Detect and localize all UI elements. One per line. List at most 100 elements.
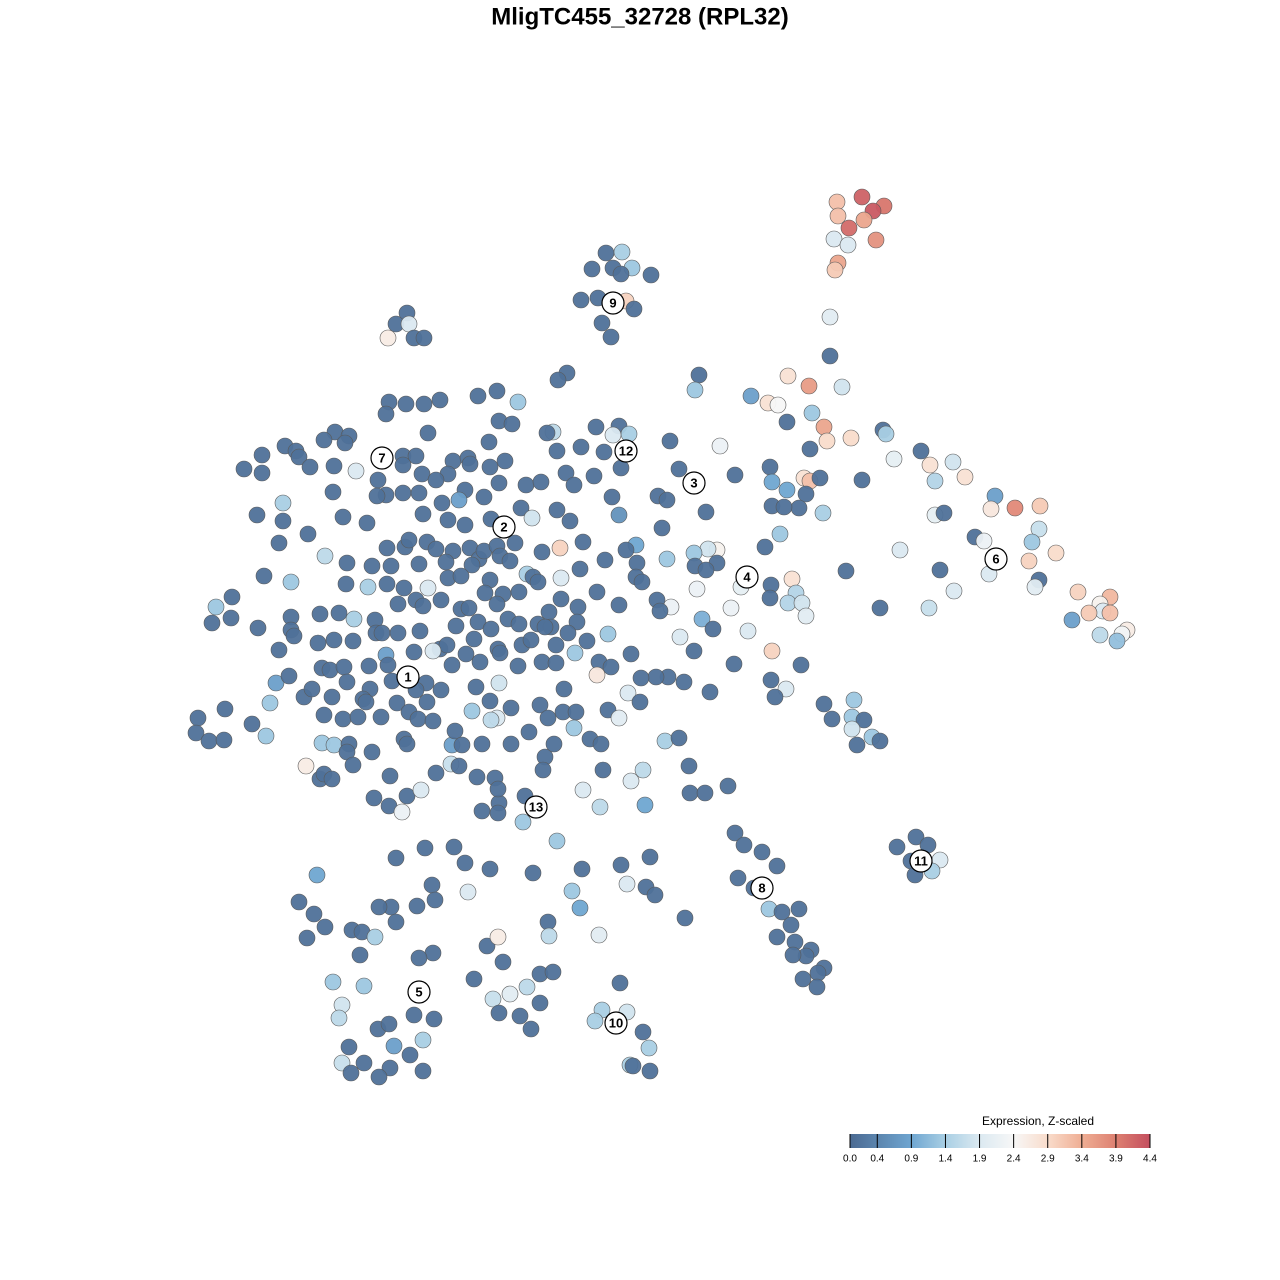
cell-point [571,899,589,917]
cell-point [414,597,432,615]
cell-point [540,603,558,621]
cluster-badge [984,547,1008,571]
cell-point [407,447,425,465]
cell-point [321,661,339,679]
cell-point [778,481,796,499]
cell-point [461,455,479,473]
cell-point [790,499,808,517]
cell-point [447,617,465,635]
cell-point [412,781,430,799]
cell-point [432,591,450,609]
cluster-badge [524,795,548,819]
cell-point [726,824,744,842]
cell-point [686,381,704,399]
cell-point [593,314,611,332]
cell-point [410,949,428,967]
cell-point [610,596,628,614]
cell-point [514,813,532,831]
cell-point [415,329,433,347]
colorbar-tick-label: 0.9 [904,1154,918,1165]
cell-point [459,883,477,901]
cell-point [661,432,679,450]
cell-point [373,624,391,642]
cell-point [675,673,693,691]
cell-point [602,658,620,676]
cell-point [450,491,468,509]
cluster-badge [750,876,774,900]
cell-point [761,589,779,607]
cell-point [634,761,652,779]
cluster-badge [682,471,706,495]
cell-point [552,590,570,608]
cell-point [257,727,275,745]
cell-point [248,506,266,524]
cell-point [572,291,590,309]
cell-point [414,1031,432,1049]
cell-point [491,644,509,662]
cell-point [323,688,341,706]
cell-point [548,442,566,460]
cell-point [385,1037,403,1055]
cell-point [452,567,470,585]
points-layer [187,188,1136,1086]
cell-point [539,913,557,931]
cluster-badge [735,565,759,589]
cell-point [647,668,665,686]
cell-point [372,708,390,726]
cell-point [622,772,640,790]
cell-point [825,230,843,248]
cell-point [388,694,406,712]
cell-point [620,425,638,443]
colorbar-tick-label: 2.9 [1041,1154,1055,1165]
cell-point [377,405,395,423]
cell-point [365,789,383,807]
cell-point [1023,533,1041,551]
cell-point [753,843,771,861]
cell-point [323,770,341,788]
cell-point [524,864,542,882]
cell-point [480,433,498,451]
cell-point [871,732,889,750]
cell-point [473,802,491,820]
cell-point [344,756,362,774]
cell-point [488,382,506,400]
cell-point [437,553,455,571]
cell-point [837,562,855,580]
cell-point [503,415,521,433]
cell-point [701,683,719,701]
colorbar: 0.0 0.4 0.9 1.4 1.9 2.4 2.9 3.4 3.9 4.4 [843,1134,1157,1165]
cell-point [469,387,487,405]
cell-point [842,429,860,447]
cell-point [463,556,481,574]
cell-point [490,1004,508,1022]
cell-point [685,642,703,660]
cell-point [907,828,925,846]
cell-point [426,891,444,909]
cell-point [359,578,377,596]
cell-point [456,854,474,872]
cell-point [612,856,630,874]
cell-point [511,1007,529,1025]
cluster-label: 10 [609,1015,623,1030]
cell-point [301,458,319,476]
cell-point [926,472,944,490]
cell-point [761,458,779,476]
cell-point [1031,497,1049,515]
cell-point [809,964,827,982]
cell-point [465,970,483,988]
cell-point [783,570,801,588]
cell-point [602,328,620,346]
cell-point [235,460,253,478]
cell-point [646,886,664,904]
cell-point [891,541,909,559]
cell-point [411,622,429,640]
cell-point [315,706,333,724]
cell-point [431,391,449,409]
cluster-label: 13 [529,799,543,814]
cell-point [545,735,563,753]
cell-point [920,599,938,617]
cell-point [877,425,895,443]
cell-point [270,534,288,552]
cell-point [784,946,802,964]
cell-point [1026,578,1044,596]
